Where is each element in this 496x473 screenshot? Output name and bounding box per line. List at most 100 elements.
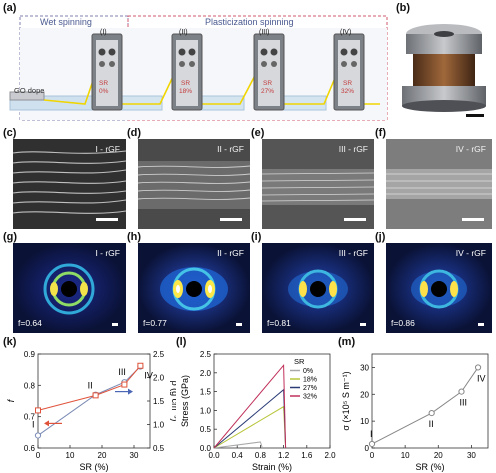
- stretch-unit-3: [253, 33, 285, 111]
- point-label: I: [32, 419, 35, 429]
- plot-frame: [371, 353, 489, 449]
- y-tick-label: 10: [360, 417, 369, 426]
- conductivity-line: [371, 367, 479, 445]
- xray-tag-2: II - rGF: [217, 248, 244, 258]
- bath-sr-label-1: SR: [99, 80, 109, 87]
- sem-fiber-texture: [13, 139, 126, 229]
- xray-scale-bar-4: [478, 323, 484, 326]
- y-tick-label: 20: [360, 390, 369, 399]
- y-axis-label: σ (×10⁵ S m⁻¹): [341, 371, 351, 430]
- y-tick-label-right: 0.5: [153, 444, 165, 453]
- panel-label-d: (d): [127, 127, 142, 139]
- y-tick-label: 0.0: [200, 444, 212, 453]
- y-tick-label-right: 2.0: [153, 374, 165, 383]
- series-point: [121, 381, 128, 388]
- sem-scale-bar-2: [220, 218, 242, 221]
- panel-label-h: (h): [127, 231, 142, 243]
- point-label: IV: [477, 373, 486, 383]
- conductivity-point: [428, 409, 435, 417]
- bath-roman-4: (IV): [340, 29, 352, 36]
- chart-k: 0 10 20 30 0.6 0.7 0.8 0.9 0.5 1.0 1.5 2.0 2.5 SR (%)…: [6, 350, 176, 472]
- y-tick-label: 2.5: [200, 350, 212, 359]
- panel-label-a: (a): [3, 2, 17, 14]
- x-tick-label: 20: [98, 451, 107, 460]
- point-label: I: [370, 429, 373, 439]
- stress-strain-curve-2: [213, 405, 287, 449]
- series-line-2: [37, 365, 141, 411]
- xray-scale-bar-3: [360, 323, 366, 326]
- y-tick-label-right: 1.0: [153, 421, 165, 430]
- arrowhead-right: [128, 388, 133, 395]
- stress-strain-curve-4: [213, 363, 287, 449]
- wet-spinning-label: Wet spinning: [40, 17, 92, 27]
- orientation-factor-2: f=0.77: [143, 318, 167, 328]
- panel-label-c: (c): [3, 127, 17, 139]
- y-tick-label: 1.0: [200, 406, 212, 415]
- y-tick-label-left: 0.8: [24, 381, 36, 390]
- sem-scale-bar-4: [462, 218, 484, 221]
- panel-label-l: (l): [176, 336, 187, 348]
- x-tick-label: 1.2: [278, 451, 290, 460]
- fiber-spool-photo: [402, 24, 486, 117]
- point-label: III: [118, 367, 126, 377]
- y-tick-label-left: 0.7: [24, 413, 36, 422]
- legend-title: SR: [294, 357, 305, 366]
- bath-sr-label-4: SR: [343, 80, 353, 87]
- x-tick-label: 2.0: [324, 451, 336, 460]
- xray-diffraction-rings: [386, 243, 492, 333]
- conductivity-point: [458, 388, 465, 395]
- x-tick-label: 10: [66, 451, 75, 460]
- sem-tag-3: III - rGF: [338, 144, 368, 154]
- x-tick-label: 30: [130, 451, 139, 460]
- sem-tag-4: IV - rGF: [455, 144, 486, 154]
- bath-sr-value-4: 32%: [341, 88, 355, 95]
- sem-scale-bar-1: [96, 218, 118, 221]
- orientation-factor-3: f=0.81: [267, 318, 291, 328]
- xray-diffraction-rings: [262, 243, 374, 333]
- x-tick-label: 20: [434, 451, 443, 460]
- orientation-factor-1: f=0.64: [18, 318, 42, 328]
- panel-label-g: (g): [3, 231, 18, 243]
- y-tick-label-right: 2.5: [153, 350, 165, 359]
- sem-tag-1: I - rGF: [95, 144, 120, 154]
- series-point: [137, 362, 144, 369]
- panel-label-f: (f): [375, 127, 386, 139]
- bath-sr-value-3: 27%: [261, 88, 275, 95]
- conductivity-point: [368, 440, 376, 448]
- series-point: [34, 432, 42, 439]
- legend-entry: 27%: [303, 385, 317, 392]
- x-tick-label: 0: [36, 451, 41, 460]
- y-tick-label: 1.5: [200, 388, 212, 397]
- bath-sr-value-1: 0%: [99, 88, 109, 95]
- x-tick-label: 30: [467, 451, 476, 460]
- y-axis-label-right: ρ (g cm⁻³): [170, 381, 176, 422]
- stress-strain-curve-1: [213, 441, 263, 449]
- panel-label-e: (e): [251, 127, 265, 139]
- bath-sr-label-3: SR: [263, 80, 273, 87]
- xray-scale-bar-2: [236, 323, 242, 326]
- x-axis-label: SR (%): [416, 462, 445, 472]
- bath-roman-3: (III): [259, 29, 270, 36]
- point-label: III: [459, 398, 467, 408]
- y-tick-label: 2.0: [200, 369, 212, 378]
- bath-sr-value-2: 18%: [179, 88, 193, 95]
- x-tick-label: 0.8: [255, 451, 267, 460]
- y-tick-label: 0.5: [200, 425, 212, 434]
- series-point: [35, 407, 41, 414]
- x-tick-label: 0: [370, 451, 375, 460]
- y-tick-label-left: 0.6: [24, 444, 36, 453]
- dope-syringe: [9, 91, 45, 101]
- chart-l: 0.0 0.4 0.8 1.2 1.6 2.0 0.0 0.5 1.0 1.5 2.0 2.5 Stra…: [180, 350, 336, 472]
- panel-label-m: (m): [338, 336, 356, 348]
- bath-sr-label-2: SR: [181, 80, 191, 87]
- xray-pattern-4: IV - rGF f=0.86: [386, 243, 492, 333]
- legend-entry: 32%: [303, 394, 317, 401]
- plot-frame: [37, 353, 151, 449]
- arrowhead-left: [44, 420, 49, 427]
- point-label: IV: [144, 371, 153, 381]
- panel-label-b: (b): [396, 2, 411, 14]
- xray-diffraction-rings: [138, 243, 250, 333]
- y-tick-label: 30: [360, 363, 369, 372]
- conductivity-point: [474, 364, 482, 371]
